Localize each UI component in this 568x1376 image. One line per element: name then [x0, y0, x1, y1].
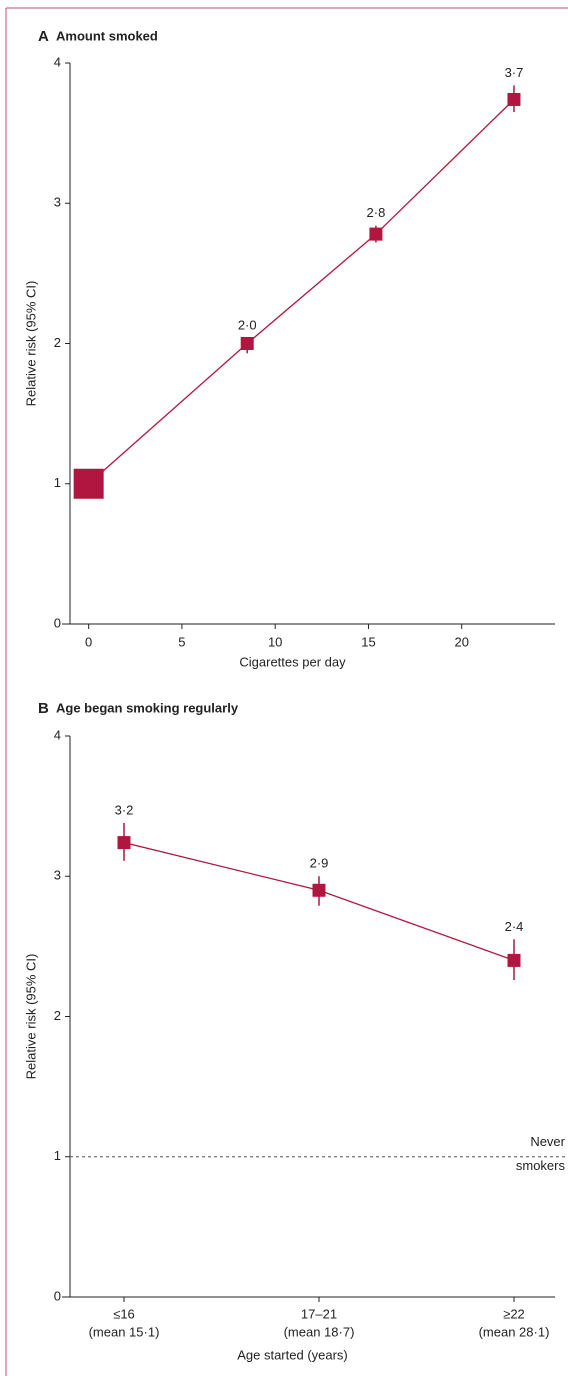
x-tick-label: 0 — [85, 634, 92, 649]
x-tick-note: (mean 15·1) — [89, 1324, 160, 1339]
value-label: 3·7 — [505, 65, 524, 80]
marker — [117, 836, 131, 850]
marker — [73, 468, 104, 499]
marker — [312, 883, 326, 897]
y-tick-label: 2 — [54, 1008, 61, 1023]
value-label: 2·8 — [367, 205, 386, 220]
x-tick-note: (mean 18·7) — [284, 1324, 355, 1339]
x-tick-label: 5 — [178, 634, 185, 649]
panel-title: Amount smoked — [56, 28, 158, 43]
panel-label: B — [38, 700, 49, 717]
marker — [507, 953, 521, 967]
y-tick-label: 4 — [54, 54, 61, 69]
x-tick-note: (mean 28·1) — [479, 1324, 550, 1339]
y-tick-label: 2 — [54, 335, 61, 350]
value-label: 3·2 — [115, 802, 134, 817]
marker — [369, 227, 383, 241]
reference-label: smokers — [516, 1158, 566, 1173]
y-tick-label: 4 — [54, 727, 61, 742]
x-tick-label: ≥22 — [503, 1306, 525, 1321]
marker — [507, 92, 521, 106]
marker — [240, 337, 254, 350]
value-label: 2·9 — [310, 856, 329, 871]
y-tick-label: 1 — [54, 1148, 61, 1163]
y-tick-label: 0 — [54, 1288, 61, 1303]
series-line — [88, 98, 515, 485]
x-tick-label: 15 — [361, 634, 375, 649]
y-tick-label: 3 — [54, 195, 61, 210]
value-label: 2·0 — [238, 317, 257, 332]
y-axis-label: Relative risk (95% CI) — [23, 954, 38, 1080]
panel-title: Age began smoking regularly — [56, 700, 239, 715]
y-axis-label: Relative risk (95% CI) — [23, 281, 38, 407]
x-tick-label: 17–21 — [301, 1306, 337, 1321]
reference-label: Never — [530, 1134, 565, 1149]
x-tick-label: 20 — [454, 634, 468, 649]
value-label: 2·4 — [505, 919, 524, 934]
y-tick-label: 0 — [54, 615, 61, 630]
panel-label: A — [38, 28, 49, 45]
y-tick-label: 3 — [54, 868, 61, 883]
x-axis-label: Cigarettes per day — [239, 654, 346, 669]
x-tick-label: 10 — [268, 634, 282, 649]
x-tick-label: ≤16 — [113, 1306, 135, 1321]
y-tick-label: 1 — [54, 475, 61, 490]
x-axis-label: Age started (years) — [237, 1347, 348, 1362]
